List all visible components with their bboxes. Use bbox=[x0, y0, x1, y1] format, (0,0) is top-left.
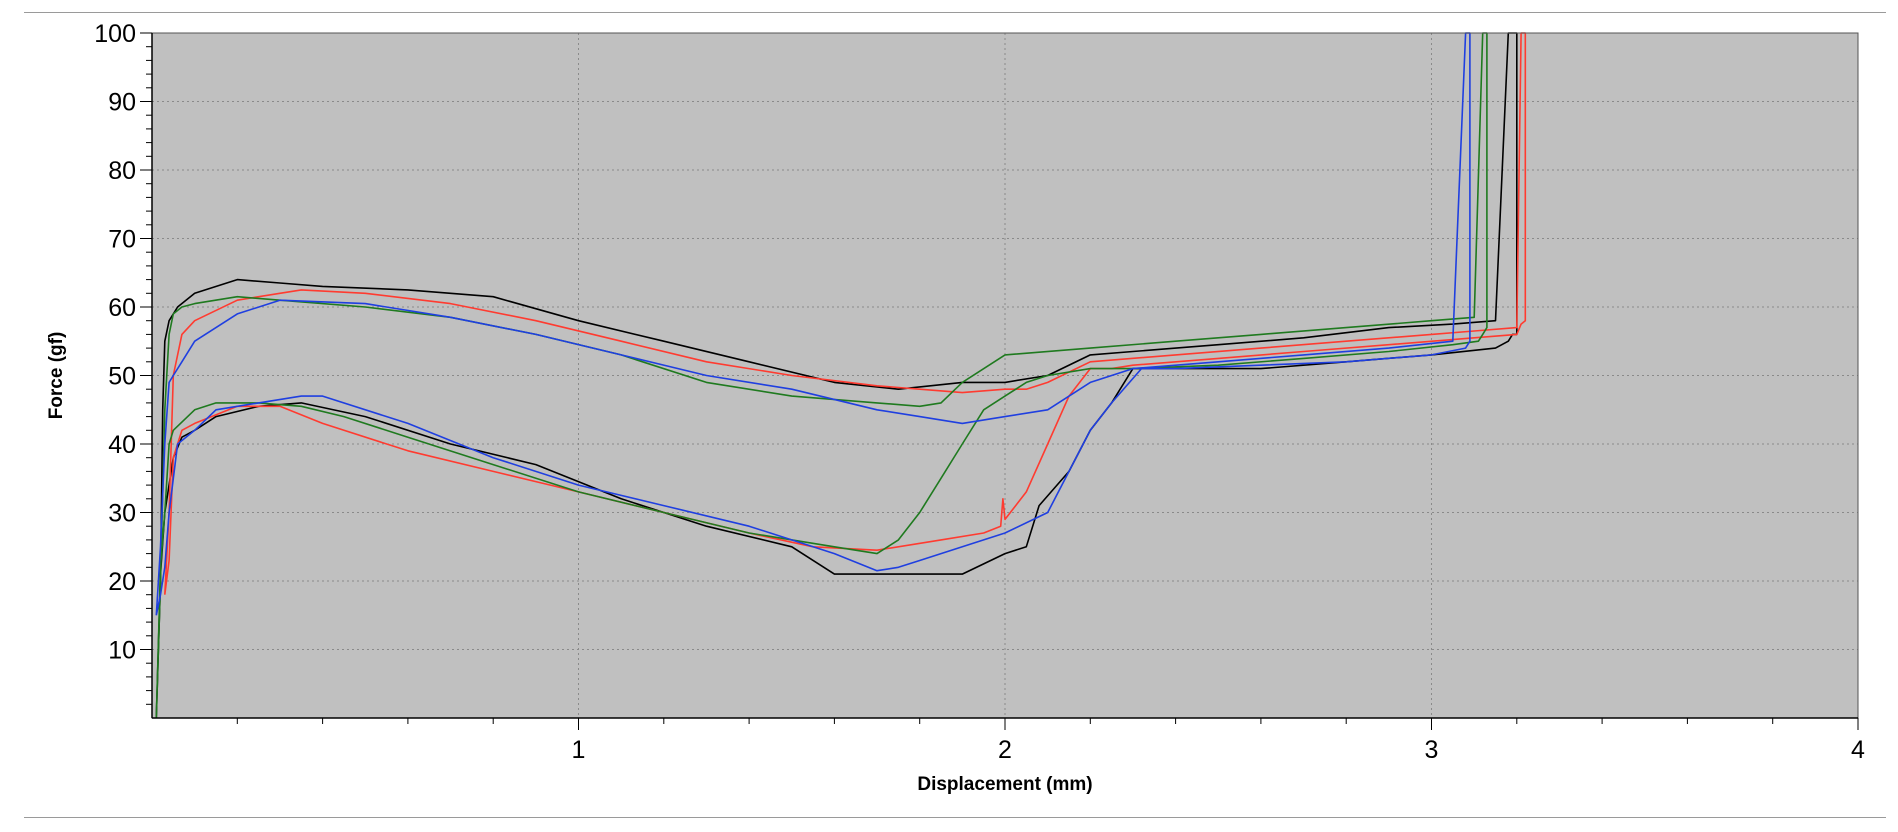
x-tick-label: 4 bbox=[1851, 736, 1865, 764]
y-tick-label: 20 bbox=[108, 568, 136, 596]
y-tick-label: 70 bbox=[108, 226, 136, 254]
y-axis-title: Force (gf) bbox=[46, 332, 67, 420]
y-tick-label: 40 bbox=[108, 431, 136, 459]
chart-frame: 10 20 30 40 50 60 70 80 90 100 1 2 3 4 Displacement (… bbox=[24, 12, 1886, 818]
series-line-black bbox=[155, 32, 1518, 719]
y-tick-label: 30 bbox=[108, 500, 136, 528]
y-tick-label: 80 bbox=[108, 157, 136, 185]
force-displacement-chart: 10 20 30 40 50 60 70 80 90 100 1 2 3 4 Displacement (… bbox=[46, 20, 1865, 795]
series-layer bbox=[155, 32, 1527, 719]
x-tick-label: 2 bbox=[998, 736, 1012, 764]
y-tick-label: 100 bbox=[94, 20, 136, 48]
y-tick-label: 90 bbox=[108, 89, 136, 117]
y-tick-label: 10 bbox=[108, 637, 136, 665]
axis-layer: 10 20 30 40 50 60 70 80 90 100 1 2 3 4 bbox=[94, 20, 1865, 764]
x-tick-label: 3 bbox=[1425, 736, 1439, 764]
y-tick-label: 60 bbox=[108, 294, 136, 322]
y-tick-label: 50 bbox=[108, 363, 136, 391]
x-axis-title: Displacement (mm) bbox=[917, 774, 1092, 795]
series-line-blue bbox=[155, 32, 1471, 616]
x-tick-label: 1 bbox=[572, 736, 586, 764]
